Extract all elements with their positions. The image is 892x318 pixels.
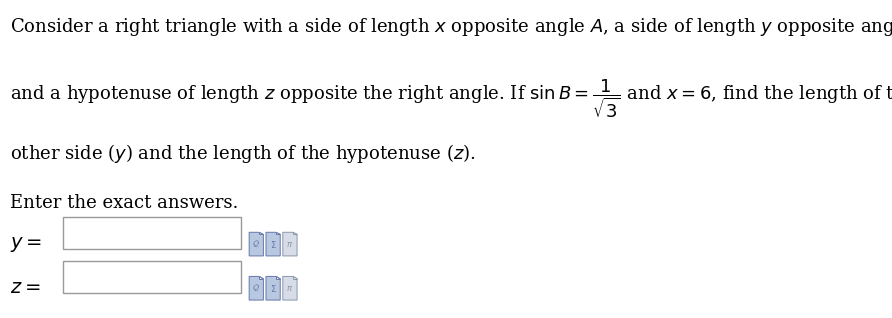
Text: Consider a right triangle with a side of length $x$ opposite angle $A$, a side o: Consider a right triangle with a side of… (10, 16, 892, 38)
Polygon shape (293, 276, 297, 279)
Text: $\pi$: $\pi$ (286, 239, 293, 249)
Polygon shape (249, 232, 263, 256)
Polygon shape (266, 232, 280, 256)
Text: $\mathcal{Q}$: $\mathcal{Q}$ (252, 239, 260, 249)
FancyBboxPatch shape (62, 217, 241, 249)
Text: $\pi$: $\pi$ (286, 284, 293, 293)
FancyBboxPatch shape (62, 261, 241, 293)
Text: other side ($y$) and the length of the hypotenuse ($z$).: other side ($y$) and the length of the h… (10, 142, 475, 165)
Polygon shape (276, 232, 280, 234)
Polygon shape (283, 276, 297, 300)
Polygon shape (276, 276, 280, 279)
Polygon shape (293, 232, 297, 234)
Polygon shape (283, 232, 297, 256)
Text: Enter the exact answers.: Enter the exact answers. (10, 194, 238, 212)
Text: $\Sigma$: $\Sigma$ (269, 238, 277, 250)
Polygon shape (259, 232, 263, 234)
Polygon shape (249, 276, 263, 300)
Text: $\Sigma$: $\Sigma$ (269, 283, 277, 294)
Text: and a hypotenuse of length $z$ opposite the right angle. If $\sin B = \dfrac{1}{: and a hypotenuse of length $z$ opposite … (10, 77, 892, 120)
Polygon shape (266, 276, 280, 300)
Polygon shape (259, 276, 263, 279)
Text: $z =$: $z =$ (10, 279, 40, 297)
Text: $y =$: $y =$ (10, 235, 42, 254)
Text: $\mathcal{Q}$: $\mathcal{Q}$ (252, 283, 260, 293)
